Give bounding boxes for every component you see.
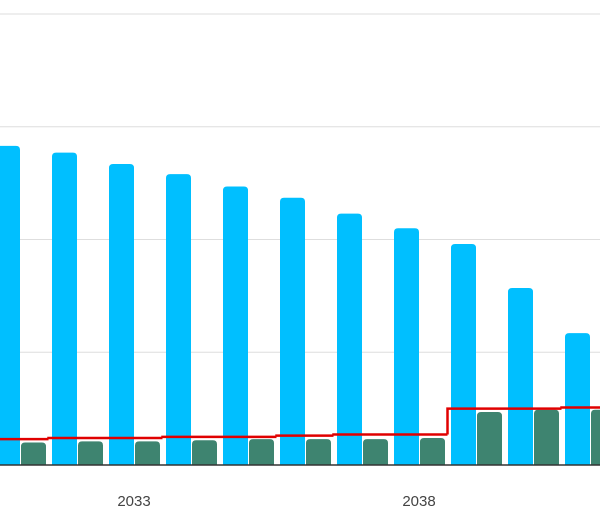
bar bbox=[591, 409, 600, 465]
bar bbox=[223, 186, 248, 465]
step-line bbox=[161, 435, 220, 439]
step-line bbox=[332, 433, 391, 436]
bar bbox=[52, 152, 77, 465]
step-line bbox=[275, 434, 334, 437]
bar bbox=[0, 145, 20, 465]
bar bbox=[192, 440, 217, 465]
bar bbox=[166, 174, 191, 466]
bar bbox=[534, 409, 559, 465]
bar bbox=[451, 244, 476, 465]
bar bbox=[306, 439, 331, 465]
bar bbox=[420, 437, 445, 465]
bar bbox=[109, 163, 134, 465]
bar bbox=[337, 213, 362, 465]
step-line bbox=[47, 436, 106, 440]
step-line bbox=[446, 407, 505, 435]
bar bbox=[477, 412, 502, 465]
bar bbox=[363, 439, 388, 465]
x-tick-label: 2038 bbox=[402, 493, 435, 510]
bar bbox=[565, 333, 590, 465]
bar bbox=[78, 441, 103, 465]
bar bbox=[508, 287, 533, 465]
bar bbox=[280, 197, 305, 465]
bar bbox=[394, 228, 419, 465]
bar bbox=[135, 441, 160, 465]
step-line bbox=[560, 406, 600, 409]
bar bbox=[21, 442, 46, 465]
x-tick-label: 2033 bbox=[117, 493, 150, 510]
bar bbox=[249, 439, 274, 465]
